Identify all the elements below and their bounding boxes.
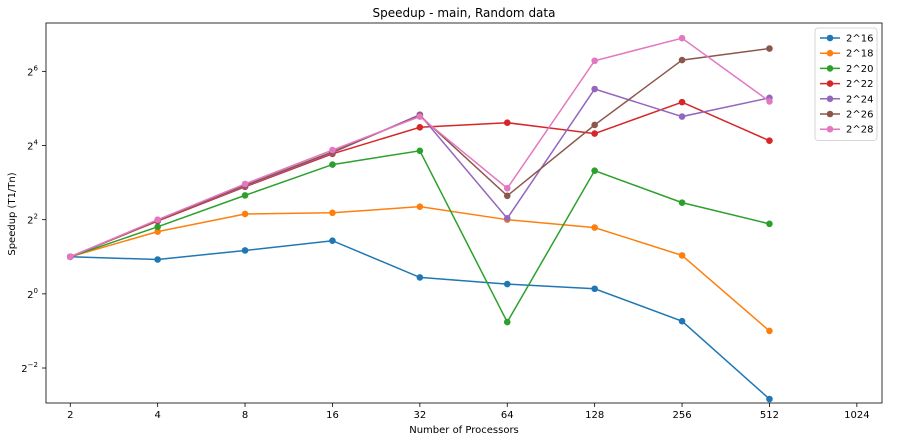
series-line	[70, 205, 770, 332]
series-line	[70, 239, 770, 400]
chart-title: Speedup - main, Random data	[373, 6, 556, 20]
data-point	[503, 318, 511, 326]
legend-label: 2^22	[846, 79, 873, 90]
data-point	[154, 216, 161, 223]
plot-area-frame	[45, 22, 883, 404]
series-line	[69, 37, 770, 258]
x-tick-label: 16	[326, 410, 339, 421]
data-point	[503, 280, 511, 288]
data-point	[241, 210, 249, 218]
series-2^16	[66, 237, 773, 403]
series-layer	[66, 34, 773, 403]
data-point	[591, 224, 598, 231]
data-point	[591, 130, 598, 137]
data-point	[678, 199, 686, 206]
data-point	[416, 147, 424, 155]
data-point	[329, 209, 336, 217]
legend-label: 2^18	[846, 49, 873, 60]
data-point	[678, 56, 686, 64]
y-tick-label: 22	[27, 213, 38, 227]
data-point	[416, 274, 424, 281]
data-point	[766, 327, 773, 335]
data-point	[154, 256, 161, 263]
x-tick-label: 4	[154, 410, 160, 421]
data-point	[241, 247, 249, 254]
x-tick-label: 32	[413, 410, 426, 421]
data-point	[329, 237, 336, 245]
legend-label: 2^24	[846, 94, 873, 105]
series-2^24	[66, 85, 773, 261]
x-tick-label: 8	[242, 410, 248, 421]
legend-marker	[826, 49, 834, 57]
data-point	[416, 203, 424, 210]
data-point	[503, 184, 511, 192]
legend-marker	[826, 125, 834, 133]
x-tick-label: 512	[760, 410, 779, 421]
data-point	[591, 57, 598, 65]
data-point	[154, 228, 161, 235]
y-tick-label: 24	[27, 139, 38, 153]
legend-label: 2^20	[846, 64, 873, 75]
data-point	[241, 192, 249, 199]
data-point	[766, 45, 773, 52]
data-point	[416, 123, 424, 131]
x-tick-label: 64	[501, 410, 514, 421]
legend-marker	[826, 34, 834, 42]
legend-label: 2^16	[846, 34, 873, 45]
x-tick-label: 128	[585, 410, 604, 421]
x-axis-label: Number of Processors	[409, 425, 519, 436]
data-point	[766, 137, 773, 145]
y-tick-label: 20	[27, 287, 38, 301]
data-point	[503, 215, 511, 222]
data-point	[591, 285, 598, 293]
x-tick-label: 256	[673, 410, 692, 421]
legend: 2^16 2^18 2^20 2^22 2^24 2^26 2^28	[814, 27, 878, 141]
series-2^22	[66, 98, 773, 261]
data-point	[503, 119, 511, 127]
data-point	[678, 252, 686, 259]
series-2^18	[66, 203, 773, 335]
data-point	[503, 192, 511, 200]
data-point	[678, 317, 686, 325]
y-axis-label: Speedup (T1/Tn)	[7, 172, 18, 255]
data-point	[329, 146, 336, 154]
legend-label: 2^26	[846, 110, 873, 121]
x-tick-label: 2	[67, 410, 73, 421]
data-point	[154, 223, 161, 231]
data-point	[766, 220, 773, 228]
x-tick-label: 1024	[844, 410, 869, 421]
data-point	[591, 121, 598, 129]
legend-marker	[826, 65, 834, 72]
legend-marker	[826, 110, 834, 118]
data-point	[678, 98, 686, 106]
data-point	[766, 395, 773, 403]
series-2^28	[66, 34, 773, 261]
data-point	[766, 98, 773, 105]
legend-marker	[826, 95, 834, 103]
data-point	[329, 161, 336, 168]
y-tick-label: 26	[27, 64, 38, 78]
y-tick-label: 2−2	[21, 361, 38, 375]
series-line	[70, 149, 770, 324]
data-point	[591, 167, 598, 174]
data-point	[678, 113, 686, 120]
data-point	[241, 180, 249, 188]
legend-marker	[826, 80, 834, 87]
data-point	[416, 113, 424, 120]
data-point	[678, 34, 686, 42]
data-point	[66, 253, 74, 261]
series-2^20	[66, 147, 773, 326]
data-point	[591, 85, 598, 93]
legend-label: 2^28	[846, 125, 873, 136]
